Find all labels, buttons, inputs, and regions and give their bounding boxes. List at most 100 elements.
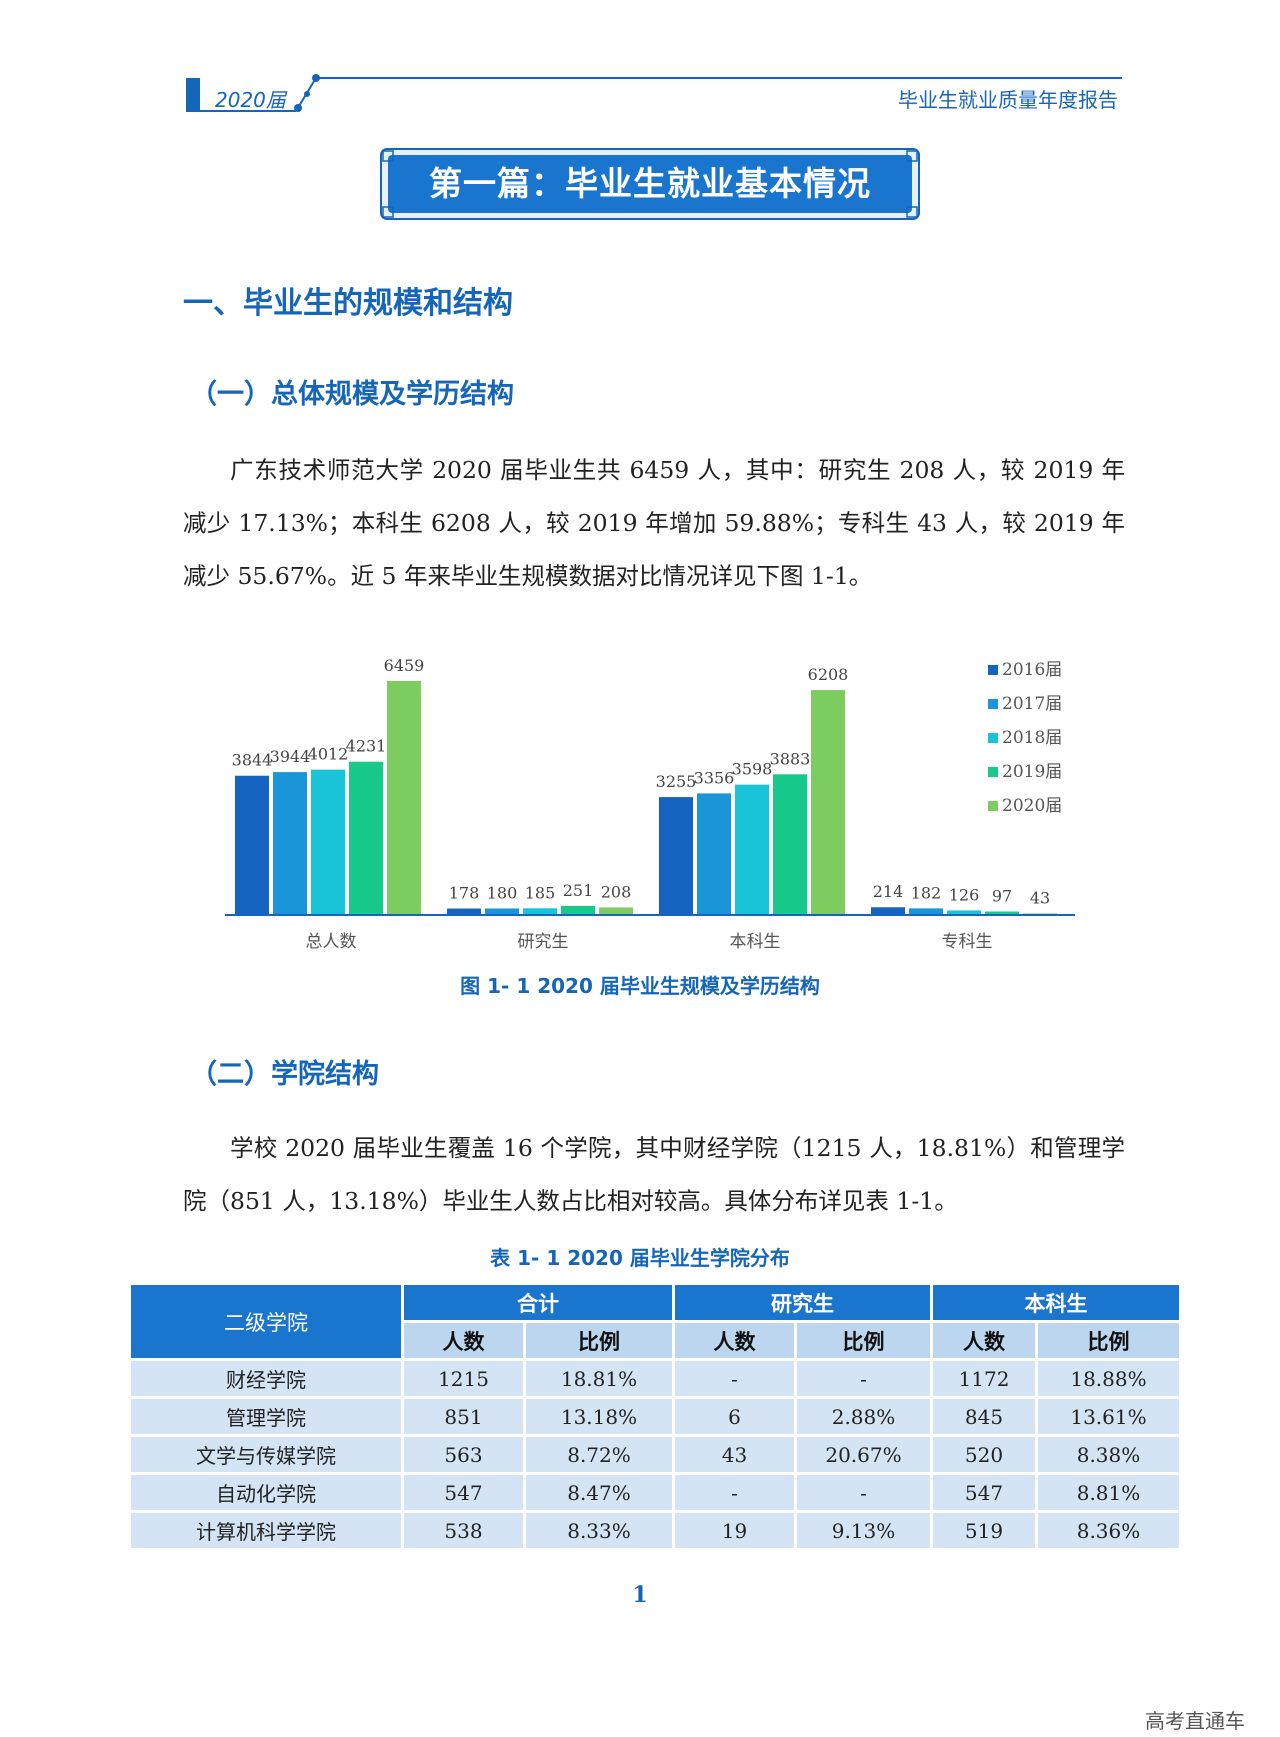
table-row: 财经学院 1215 18.81% - - 1172 18.88%	[128, 1358, 1182, 1399]
bar	[947, 910, 981, 915]
cell-ug-count: 845	[930, 1396, 1038, 1437]
table-subheader-count: 人数	[672, 1320, 797, 1361]
table-header-graduate: 研究生	[672, 1282, 933, 1323]
table-subheader-ratio: 比例	[1035, 1320, 1182, 1361]
legend-swatch	[988, 801, 998, 811]
cell-grad-ratio: -	[794, 1358, 933, 1399]
header-report-title: 毕业生就业质量年度报告	[898, 88, 1118, 112]
bar	[523, 908, 557, 915]
legend-label: 2020届	[1002, 796, 1062, 816]
cell-grad-ratio: 20.67%	[794, 1434, 933, 1475]
bar	[485, 908, 519, 915]
bar	[735, 784, 769, 915]
cell-grad-count: 6	[672, 1396, 797, 1437]
table-row: 文学与传媒学院 563 8.72% 43 20.67% 520 8.38%	[128, 1434, 1182, 1475]
legend-swatch	[988, 699, 998, 709]
data-label: 208	[601, 882, 632, 901]
bar	[561, 905, 595, 915]
legend-label: 2016届	[1002, 660, 1062, 680]
category-label: 本科生	[730, 932, 781, 952]
header-decoration	[186, 74, 1122, 112]
legend-label: 2019届	[1002, 762, 1062, 782]
table-header-total: 合计	[401, 1282, 675, 1323]
table-subheader-count: 人数	[930, 1320, 1038, 1361]
data-label: 3255	[656, 772, 697, 791]
table-subheader-ratio: 比例	[794, 1320, 933, 1361]
figure-caption: 图 1- 1 2020 届毕业生规模及学历结构	[460, 974, 820, 998]
data-label: 182	[911, 883, 942, 902]
banner-title: 第一篇：毕业生就业基本情况	[429, 164, 871, 203]
legend-label: 2018届	[1002, 728, 1062, 748]
cell-total-ratio: 18.81%	[523, 1358, 675, 1399]
cell-total-count: 547	[401, 1472, 526, 1513]
table-header-college: 二级学院	[128, 1282, 404, 1361]
cell-total-count: 851	[401, 1396, 526, 1437]
subsection-heading-college: （二）学院结构	[190, 1059, 379, 1090]
data-label: 43	[1030, 888, 1050, 907]
page-number: 1	[632, 1582, 648, 1608]
data-label: 3944	[270, 747, 311, 766]
table-caption: 表 1- 1 2020 届毕业生学院分布	[490, 1246, 790, 1270]
data-label: 3356	[694, 768, 735, 787]
cell-college: 文学与传媒学院	[128, 1434, 404, 1475]
legend-swatch	[988, 767, 998, 777]
paragraph-college-text: 学校 2020 届毕业生覆盖 16 个学院，其中财经学院（1215 人，18.8…	[183, 1134, 1125, 1215]
header-accent-bar	[186, 78, 200, 110]
table-subheader-ratio: 比例	[523, 1320, 675, 1361]
bar	[909, 908, 943, 915]
cell-grad-count: -	[672, 1358, 797, 1399]
bar	[387, 680, 421, 915]
cell-total-count: 1215	[401, 1358, 526, 1399]
bar	[811, 690, 845, 915]
bar	[659, 797, 693, 915]
cell-ug-count: 547	[930, 1472, 1038, 1513]
cell-ug-ratio: 8.38%	[1035, 1434, 1182, 1475]
table-row: 管理学院 851 13.18% 6 2.88% 845 13.61%	[128, 1396, 1182, 1437]
legend-label: 2017届	[1002, 694, 1062, 714]
data-label: 185	[525, 883, 556, 902]
cell-ug-ratio: 13.61%	[1035, 1396, 1182, 1437]
bar	[349, 761, 383, 915]
cell-ug-ratio: 8.81%	[1035, 1472, 1182, 1513]
bar	[697, 793, 731, 915]
bar	[311, 769, 345, 915]
category-label: 研究生	[518, 932, 569, 952]
bar	[273, 772, 307, 915]
data-label: 3844	[232, 751, 273, 770]
cell-ug-ratio: 18.88%	[1035, 1358, 1182, 1399]
banner-frame	[380, 148, 920, 220]
cell-total-ratio: 13.18%	[523, 1396, 675, 1437]
table-row: 自动化学院 547 8.47% - - 547 8.81%	[128, 1472, 1182, 1513]
cell-grad-count: -	[672, 1472, 797, 1513]
cell-total-ratio: 8.72%	[523, 1434, 675, 1475]
legend-swatch	[988, 665, 998, 675]
legend-swatch	[988, 733, 998, 743]
data-label: 6459	[384, 656, 425, 675]
bar	[871, 907, 905, 915]
bar	[599, 907, 633, 915]
data-label: 6208	[808, 665, 849, 684]
table-header-undergraduate: 本科生	[930, 1282, 1182, 1323]
college-distribution-table: 二级学院 合计 研究生 本科生 人数 比例 人数 比例 人数 比例 财经学院 1…	[128, 1282, 1182, 1551]
cell-ug-ratio: 8.36%	[1035, 1510, 1182, 1551]
cell-grad-ratio: 2.88%	[794, 1396, 933, 1437]
cell-college: 计算机科学学院	[128, 1510, 404, 1551]
data-label: 3598	[732, 760, 773, 779]
cell-ug-count: 520	[930, 1434, 1038, 1475]
data-label: 4231	[346, 737, 387, 756]
paragraph-college: 学校 2020 届毕业生覆盖 16 个学院，其中财经学院（1215 人，18.8…	[183, 1122, 1125, 1228]
subsection-heading-overall: （一）总体规模及学历结构	[190, 379, 514, 410]
cell-total-count: 538	[401, 1510, 526, 1551]
cell-ug-count: 519	[930, 1510, 1038, 1551]
cell-college: 自动化学院	[128, 1472, 404, 1513]
cell-total-ratio: 8.47%	[523, 1472, 675, 1513]
cell-grad-count: 19	[672, 1510, 797, 1551]
bar	[235, 775, 269, 915]
bar	[985, 911, 1019, 915]
data-label: 180	[487, 883, 518, 902]
data-label: 3883	[770, 749, 811, 768]
cell-college: 管理学院	[128, 1396, 404, 1437]
paragraph-overall: 广东技术师范大学 2020 届毕业生共 6459 人，其中：研究生 208 人，…	[183, 444, 1125, 603]
section-heading: 一、毕业生的规模和结构	[183, 286, 513, 321]
paragraph-overall-text: 广东技术师范大学 2020 届毕业生共 6459 人，其中：研究生 208 人，…	[183, 456, 1125, 590]
